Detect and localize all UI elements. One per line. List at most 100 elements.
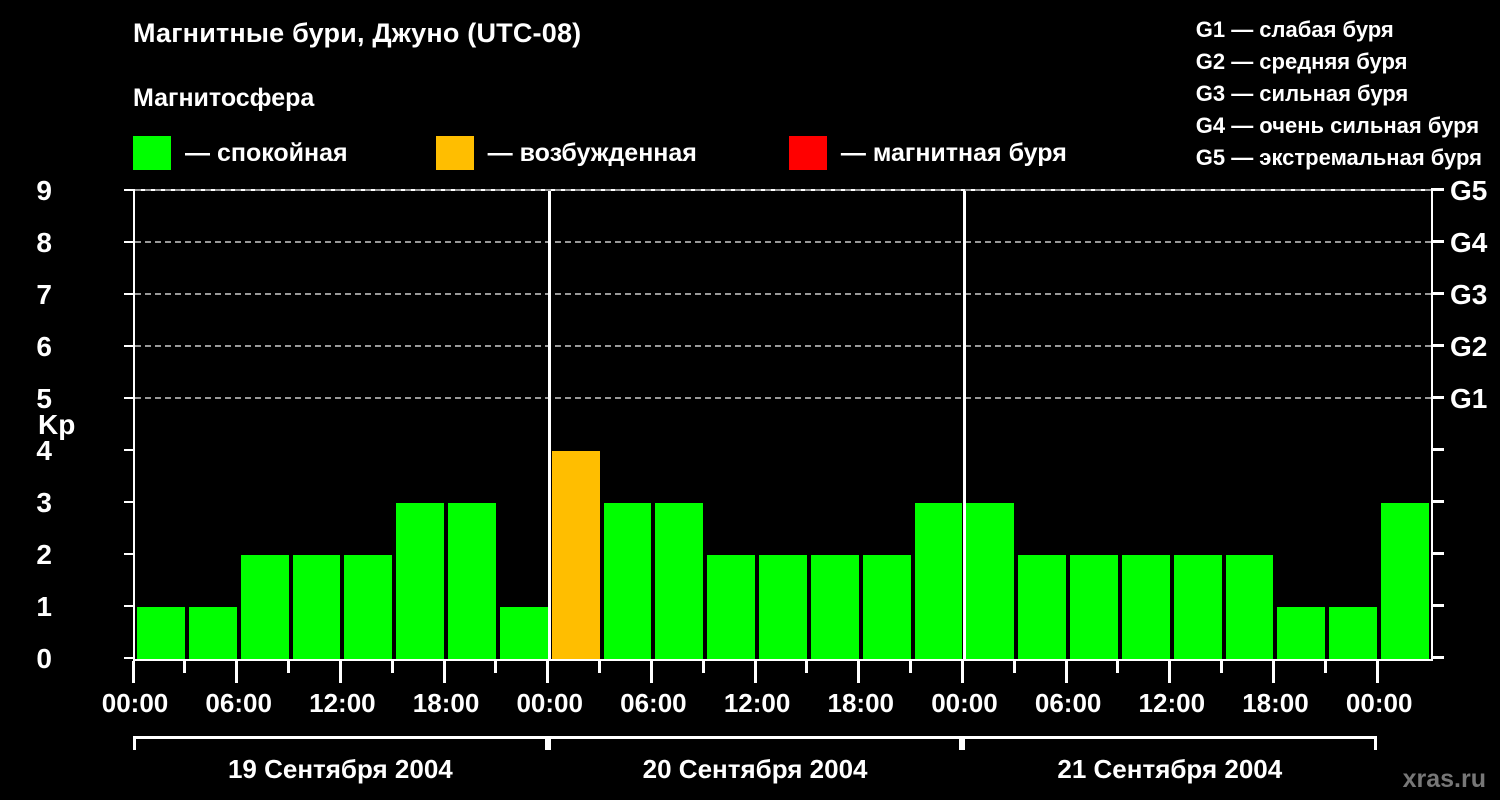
gridline-kp-5 <box>135 397 1431 399</box>
right-axis-label-g1: G1 <box>1450 383 1488 414</box>
x-axis-label: 12:00 <box>723 688 791 718</box>
kp-bar <box>499 607 548 659</box>
x-tick-2 <box>235 661 239 683</box>
site-watermark: xras.ru <box>1402 765 1486 793</box>
y-tick-mark-3 <box>124 501 135 503</box>
g-scale-key-row-g5: G5 — экстремальная буря <box>1195 145 1482 170</box>
legend-label-unsettled: — возбужденная <box>487 138 697 167</box>
right-tick-mark-2 <box>1431 552 1444 555</box>
g-scale-key-row-g4: G4 — очень сильная буря <box>1195 113 1480 138</box>
day-bracket-1 <box>133 736 548 750</box>
legend-label-storm: — магнитная буря <box>840 138 1067 167</box>
y-tick-mark-2 <box>124 553 135 555</box>
y-tick-label-7: 7 <box>36 279 52 310</box>
x-tick-18 <box>1064 661 1068 683</box>
x-axis-label: 06:00 <box>205 688 272 718</box>
legend-entry-unsettled: — возбужденная <box>435 136 697 170</box>
x-axis-label: 06:00 <box>620 688 687 718</box>
right-axis-label-g2: G2 <box>1450 331 1488 362</box>
x-tick-10 <box>649 661 653 683</box>
x-tick-22 <box>1271 661 1275 683</box>
kp-bar <box>707 555 756 659</box>
x-tick-14 <box>857 661 861 683</box>
x-tick-1 <box>183 661 187 673</box>
magnetosphere-legend: — спокойная — возбужденная — магнитная б… <box>133 132 1067 174</box>
y-tick-mark-1 <box>124 605 135 607</box>
kp-bar <box>1225 555 1274 659</box>
day-bracket-2 <box>547 736 963 750</box>
right-tick-mark-4 <box>1431 448 1444 451</box>
x-axis-label: 00:00 <box>101 688 169 718</box>
x-tick-24 <box>1375 661 1379 683</box>
x-tick-8 <box>546 661 550 683</box>
y-tick-label-9: 9 <box>36 175 52 206</box>
y-tick-mark-9 <box>124 189 135 191</box>
kp-chart-plot-area <box>124 188 1444 661</box>
kp-bar <box>240 555 289 659</box>
x-tick-13 <box>805 661 809 673</box>
y-tick-label-0: 0 <box>36 643 52 674</box>
right-tick-mark-6 <box>1431 344 1444 347</box>
day-separator-1 <box>548 191 552 659</box>
kp-bar <box>862 555 911 659</box>
legend-entry-storm: — магнитная буря <box>788 136 1067 170</box>
right-tick-mark-7 <box>1431 292 1444 295</box>
day-separator-2 <box>962 191 966 659</box>
y-tick-label-6: 6 <box>36 331 52 362</box>
kp-bar <box>551 451 600 659</box>
g-scale-key-row-g1: G1 — слабая буря <box>1195 17 1394 42</box>
x-tick-20 <box>1168 661 1172 683</box>
kp-bar <box>137 607 185 659</box>
y-tick-mark-0 <box>124 657 135 659</box>
y-tick-mark-5 <box>124 397 135 399</box>
kp-bar <box>914 503 963 659</box>
x-axis-label: 18:00 <box>1242 688 1309 718</box>
x-tick-21 <box>1220 661 1224 673</box>
right-axis-label-g4: G4 <box>1450 227 1488 258</box>
kp-bar <box>1018 555 1067 659</box>
day-brackets <box>133 736 1433 750</box>
g-scale-key-row-g3: G3 — сильная буря <box>1195 81 1409 106</box>
right-tick-mark-1 <box>1431 604 1444 607</box>
x-tick-0 <box>131 661 135 683</box>
x-tick-19 <box>1116 661 1120 673</box>
right-tick-mark-9 <box>1431 188 1444 191</box>
x-tick-3 <box>287 661 291 673</box>
kp-bar <box>188 607 237 659</box>
x-tick-5 <box>390 661 394 673</box>
y-tick-label-2: 2 <box>36 539 52 570</box>
right-tick-mark-8 <box>1431 240 1444 243</box>
gridline-kp-8 <box>135 241 1431 243</box>
x-axis-ticks <box>131 661 1433 683</box>
x-axis-label: 18:00 <box>827 688 895 718</box>
y-axis-title: Kp <box>38 409 76 440</box>
g-scale-key: G1 — слабая буря G2 — средняя буря G3 — … <box>1196 14 1482 174</box>
x-tick-17 <box>1012 661 1016 673</box>
kp-bar <box>448 503 496 659</box>
x-tick-15 <box>909 661 913 673</box>
y-tick-mark-6 <box>124 345 135 347</box>
day-caption: 21 Сентября 2004 <box>1057 754 1283 784</box>
kp-bar <box>603 503 652 659</box>
y-tick-label-3: 3 <box>36 487 52 518</box>
day-caption: 19 Сентября 2004 <box>227 754 453 784</box>
y-tick-label-5: 5 <box>36 383 52 414</box>
kp-bar <box>292 555 341 659</box>
kp-bar <box>344 555 393 659</box>
x-axis-label: 18:00 <box>412 688 480 718</box>
x-axis-label: 00:00 <box>931 688 998 718</box>
legend-entry-quiet: — спокойная <box>133 136 348 170</box>
x-tick-11 <box>701 661 705 673</box>
kp-bar <box>1277 607 1326 659</box>
right-tick-mark-0 <box>1431 656 1444 659</box>
y-tick-label-8: 8 <box>36 227 52 258</box>
storm-color-swatch-icon <box>788 136 827 170</box>
quiet-color-swatch-icon <box>133 136 171 170</box>
day-bracket-3 <box>962 736 1378 750</box>
x-axis-labels: 00:00 06:00 12:00 18:00 00:00 06:00 12:00 18:00… <box>0 688 1500 722</box>
right-tick-mark-3 <box>1431 500 1444 503</box>
legend-label-quiet: — спокойная <box>185 138 348 167</box>
day-caption: 20 Сентября 2004 <box>642 754 868 784</box>
x-tick-9 <box>598 661 602 673</box>
kp-bar <box>396 503 445 659</box>
